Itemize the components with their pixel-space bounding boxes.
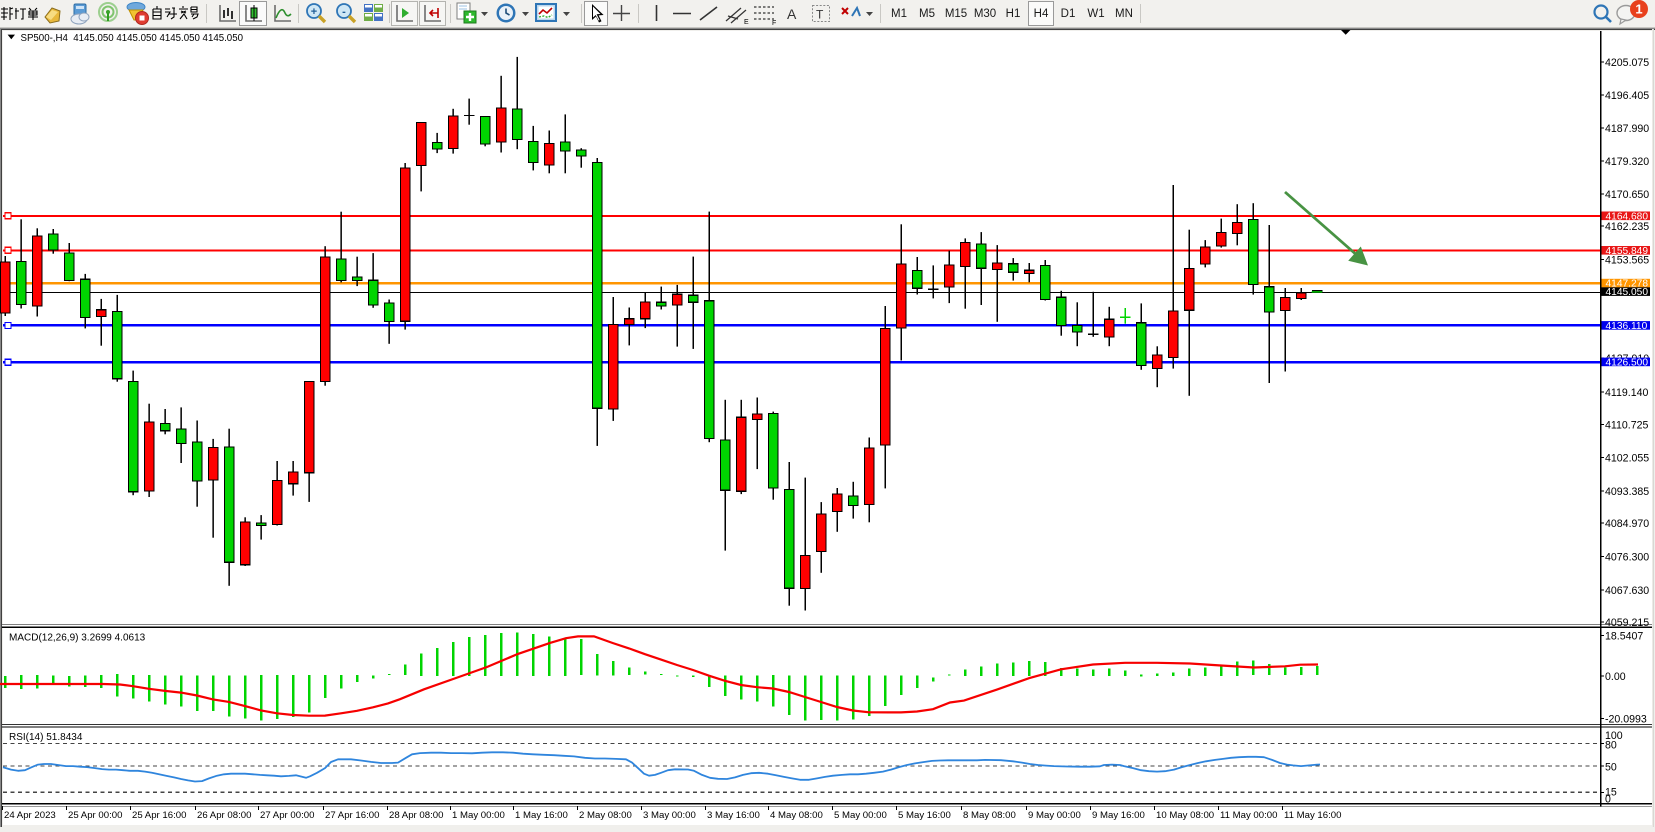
- svg-text:5 May 00:00: 5 May 00:00: [834, 810, 887, 821]
- svg-text:H4: H4: [1034, 8, 1049, 20]
- svg-text:4084.970: 4084.970: [1605, 518, 1649, 530]
- svg-text:4126.500: 4126.500: [1606, 358, 1649, 369]
- svg-text:28 Apr 08:00: 28 Apr 08:00: [389, 810, 443, 821]
- svg-text:4067.630: 4067.630: [1605, 585, 1649, 597]
- svg-text:4076.300: 4076.300: [1605, 551, 1649, 563]
- svg-text:4136.110: 4136.110: [1606, 321, 1648, 332]
- svg-text:27 Apr 00:00: 27 Apr 00:00: [260, 810, 314, 821]
- svg-text:MN: MN: [1115, 8, 1133, 20]
- svg-text:-20.0993: -20.0993: [1605, 713, 1647, 725]
- svg-text:3 May 00:00: 3 May 00:00: [643, 810, 696, 821]
- svg-text:H1: H1: [1006, 8, 1021, 20]
- svg-text:50: 50: [1605, 761, 1617, 773]
- svg-text:W1: W1: [1087, 8, 1104, 20]
- svg-text:15: 15: [1605, 786, 1617, 798]
- svg-text:0.00: 0.00: [1605, 671, 1626, 683]
- svg-text:4155.849: 4155.849: [1606, 246, 1649, 257]
- svg-text:2 May 08:00: 2 May 08:00: [579, 810, 632, 821]
- svg-text:4170.650: 4170.650: [1605, 189, 1649, 201]
- svg-text:25 Apr 00:00: 25 Apr 00:00: [68, 810, 122, 821]
- svg-text:MACD(12,26,9) 3.2699 4.0613: MACD(12,26,9) 3.2699 4.0613: [9, 633, 146, 644]
- svg-text:4093.385: 4093.385: [1605, 486, 1649, 498]
- svg-text:11 May 16:00: 11 May 16:00: [1284, 810, 1341, 821]
- svg-text:1 May 00:00: 1 May 00:00: [452, 810, 505, 821]
- svg-text:0: 0: [1605, 793, 1611, 805]
- svg-text:M1: M1: [891, 8, 907, 20]
- svg-text:1 May 16:00: 1 May 16:00: [515, 810, 568, 821]
- svg-text:80: 80: [1605, 739, 1617, 751]
- svg-text:4187.990: 4187.990: [1605, 123, 1649, 135]
- svg-text:3 May 16:00: 3 May 16:00: [707, 810, 760, 821]
- svg-text:8 May 08:00: 8 May 08:00: [963, 810, 1016, 821]
- svg-text:-: -: [342, 6, 346, 18]
- svg-text:F: F: [772, 20, 776, 27]
- svg-text:A: A: [787, 6, 797, 22]
- svg-text:10 May 08:00: 10 May 08:00: [1156, 810, 1214, 821]
- svg-text:4110.725: 4110.725: [1605, 419, 1649, 431]
- svg-text:4196.405: 4196.405: [1605, 90, 1649, 102]
- svg-text:100: 100: [1605, 730, 1623, 742]
- svg-text:M30: M30: [974, 8, 996, 20]
- svg-text:24 Apr 2023: 24 Apr 2023: [4, 810, 56, 821]
- svg-text:T: T: [816, 8, 824, 22]
- svg-text:9 May 00:00: 9 May 00:00: [1028, 810, 1081, 821]
- svg-text:E: E: [744, 19, 749, 26]
- svg-text:4179.320: 4179.320: [1605, 156, 1649, 168]
- svg-text:RSI(14) 51.8434: RSI(14) 51.8434: [9, 732, 83, 743]
- svg-text:26 Apr 08:00: 26 Apr 08:00: [197, 810, 251, 821]
- svg-text:11 May 00:00: 11 May 00:00: [1220, 810, 1277, 821]
- svg-text:27 Apr 16:00: 27 Apr 16:00: [325, 810, 379, 821]
- svg-text:4153.565: 4153.565: [1605, 254, 1649, 266]
- svg-text:+: +: [311, 6, 317, 18]
- svg-text:1: 1: [1635, 2, 1642, 17]
- svg-text:4162.235: 4162.235: [1605, 221, 1649, 233]
- svg-text:4147.278: 4147.278: [1606, 279, 1649, 290]
- svg-text:M5: M5: [919, 8, 935, 20]
- svg-text:D1: D1: [1061, 8, 1076, 20]
- svg-text:4 May 08:00: 4 May 08:00: [770, 810, 823, 821]
- svg-text:25 Apr 16:00: 25 Apr 16:00: [132, 810, 186, 821]
- svg-text:4102.055: 4102.055: [1605, 452, 1649, 464]
- svg-text:5 May 16:00: 5 May 16:00: [898, 810, 951, 821]
- svg-text:4164.680: 4164.680: [1606, 211, 1649, 222]
- svg-text:4205.075: 4205.075: [1605, 57, 1649, 69]
- svg-text:4119.140: 4119.140: [1605, 387, 1649, 399]
- svg-text:M15: M15: [945, 8, 967, 20]
- svg-text:9 May 16:00: 9 May 16:00: [1092, 810, 1145, 821]
- svg-text:4059.215: 4059.215: [1605, 617, 1649, 629]
- svg-text:4145.050: 4145.050: [1606, 287, 1649, 298]
- svg-text:SP500-,H4 4145.050 4145.050 4: SP500-,H4 4145.050 4145.050 4145.050 414…: [21, 33, 244, 44]
- svg-text:18.5407: 18.5407: [1605, 630, 1643, 642]
